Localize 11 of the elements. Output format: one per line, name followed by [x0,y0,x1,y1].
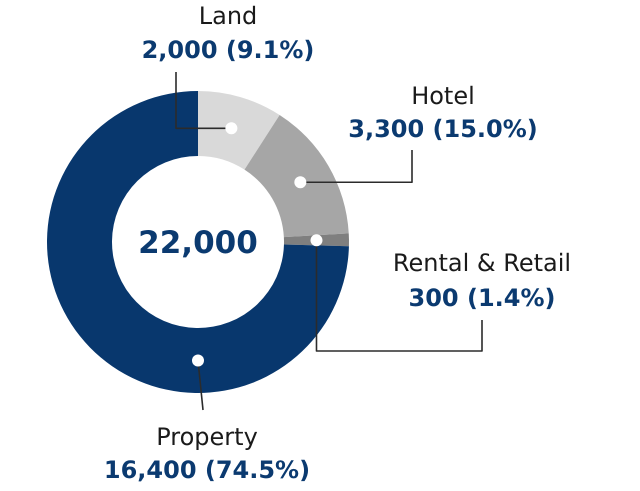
slice-label: Rental & Retail [392,249,572,277]
text: 22,000 [138,225,258,261]
data-label: 300 (1.4%) [408,284,556,312]
slice-label: Land [198,2,258,30]
data-label: 3,300 (15.0%) [348,115,538,143]
data-label: 2,000 (9.1%) [142,36,314,64]
donut-slice [198,91,280,170]
slice-label: Hotel [411,82,475,110]
slice-label: Property [156,423,258,451]
donut-slice [47,91,349,393]
data-label: 16,400 (74.5%) [104,456,310,484]
